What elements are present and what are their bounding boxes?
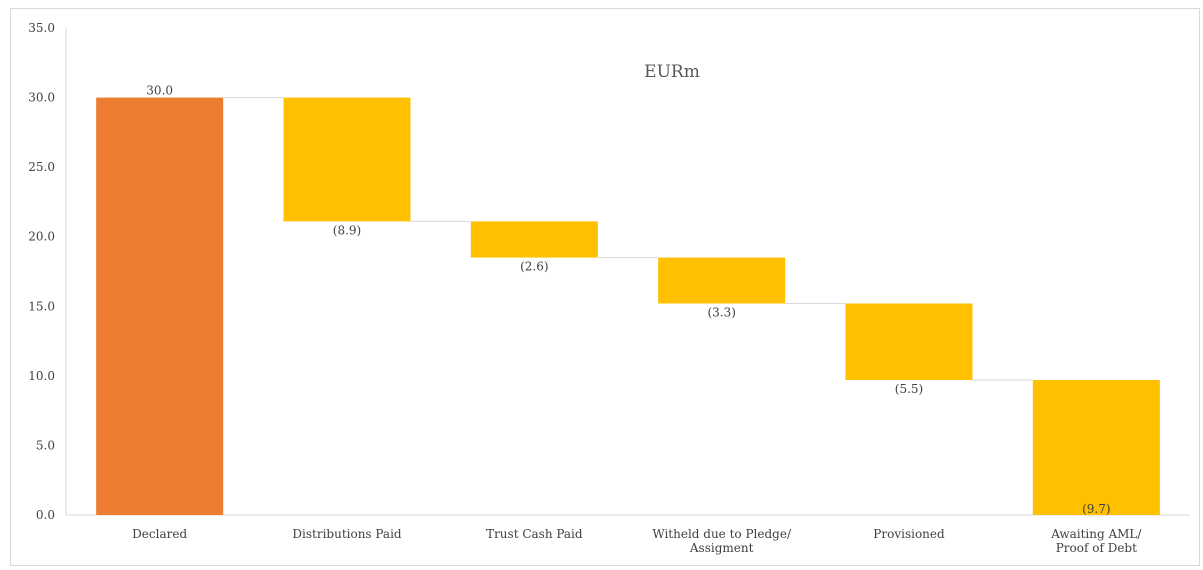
category-label: Declared bbox=[132, 527, 187, 541]
y-tick-label: 20.0 bbox=[28, 230, 55, 244]
category-label: Witheld due to Pledge/ bbox=[652, 527, 792, 541]
category-label: Assigment bbox=[689, 541, 754, 555]
data-label: (3.3) bbox=[707, 306, 735, 320]
bar bbox=[1032, 380, 1160, 515]
category-label: Distributions Paid bbox=[292, 527, 402, 541]
data-label: (8.9) bbox=[333, 223, 361, 237]
y-tick-label: 5.0 bbox=[36, 438, 55, 452]
bar bbox=[283, 97, 411, 222]
bar bbox=[658, 257, 786, 304]
category-label: Awaiting AML/ bbox=[1050, 527, 1142, 541]
data-label: (5.5) bbox=[895, 382, 923, 396]
category-label: Trust Cash Paid bbox=[486, 527, 583, 541]
y-tick-label: 10.0 bbox=[28, 369, 55, 383]
y-tick-label: 30.0 bbox=[28, 91, 55, 105]
bar bbox=[96, 97, 224, 516]
category-label: Provisioned bbox=[873, 527, 945, 541]
y-tick-label: 25.0 bbox=[28, 160, 55, 174]
category-label: Proof of Debt bbox=[1056, 541, 1137, 555]
bar bbox=[470, 221, 598, 258]
bar bbox=[845, 303, 973, 381]
y-tick-label: 0.0 bbox=[36, 508, 55, 522]
y-tick-label: 15.0 bbox=[28, 299, 55, 313]
y-tick-label: 35.0 bbox=[28, 21, 55, 35]
data-label: (2.6) bbox=[520, 260, 548, 274]
data-label: 30.0 bbox=[146, 84, 173, 98]
data-label: (9.7) bbox=[1082, 502, 1110, 516]
chart-title: EURm bbox=[644, 62, 700, 82]
